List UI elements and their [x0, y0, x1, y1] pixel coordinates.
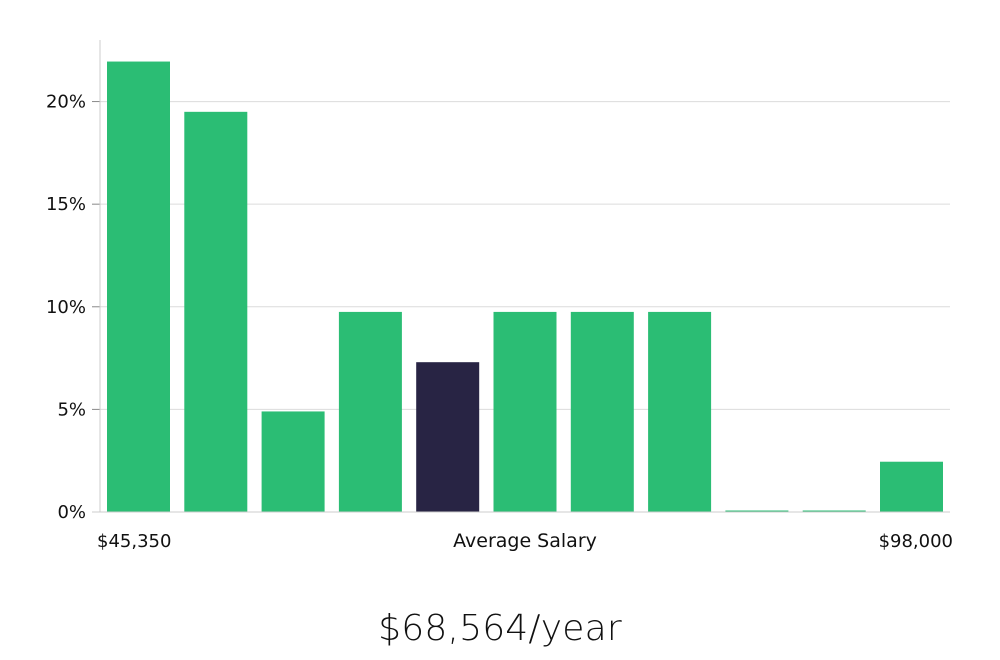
y-tick-label: 10% [46, 297, 86, 318]
bar [880, 461, 943, 512]
bar [261, 411, 325, 512]
y-tick-label: 5% [57, 399, 86, 420]
bar [184, 111, 248, 513]
y-tick-label: 0% [57, 502, 86, 523]
y-tick-label: 20% [46, 92, 86, 113]
bar [570, 311, 634, 512]
bar-highlighted [416, 362, 480, 512]
bar [338, 311, 402, 512]
bar [107, 61, 170, 513]
x-axis-label: Average Salary [453, 530, 597, 552]
average-salary-value: $68,564/year [378, 608, 622, 649]
y-tick-label: 15% [46, 194, 86, 215]
bars [107, 61, 943, 513]
bar [493, 311, 557, 512]
x-min-label: $45,350 [97, 531, 171, 552]
bar [802, 510, 866, 512]
bar [725, 510, 789, 512]
bar [648, 311, 712, 512]
x-max-label: $98,000 [879, 531, 953, 552]
y-axis-ticks: 0% 5% 10% 15% 20% [46, 92, 100, 523]
salary-histogram: 0% 5% 10% 15% 20% $45,350 Average Salary $98… [46, 40, 953, 552]
